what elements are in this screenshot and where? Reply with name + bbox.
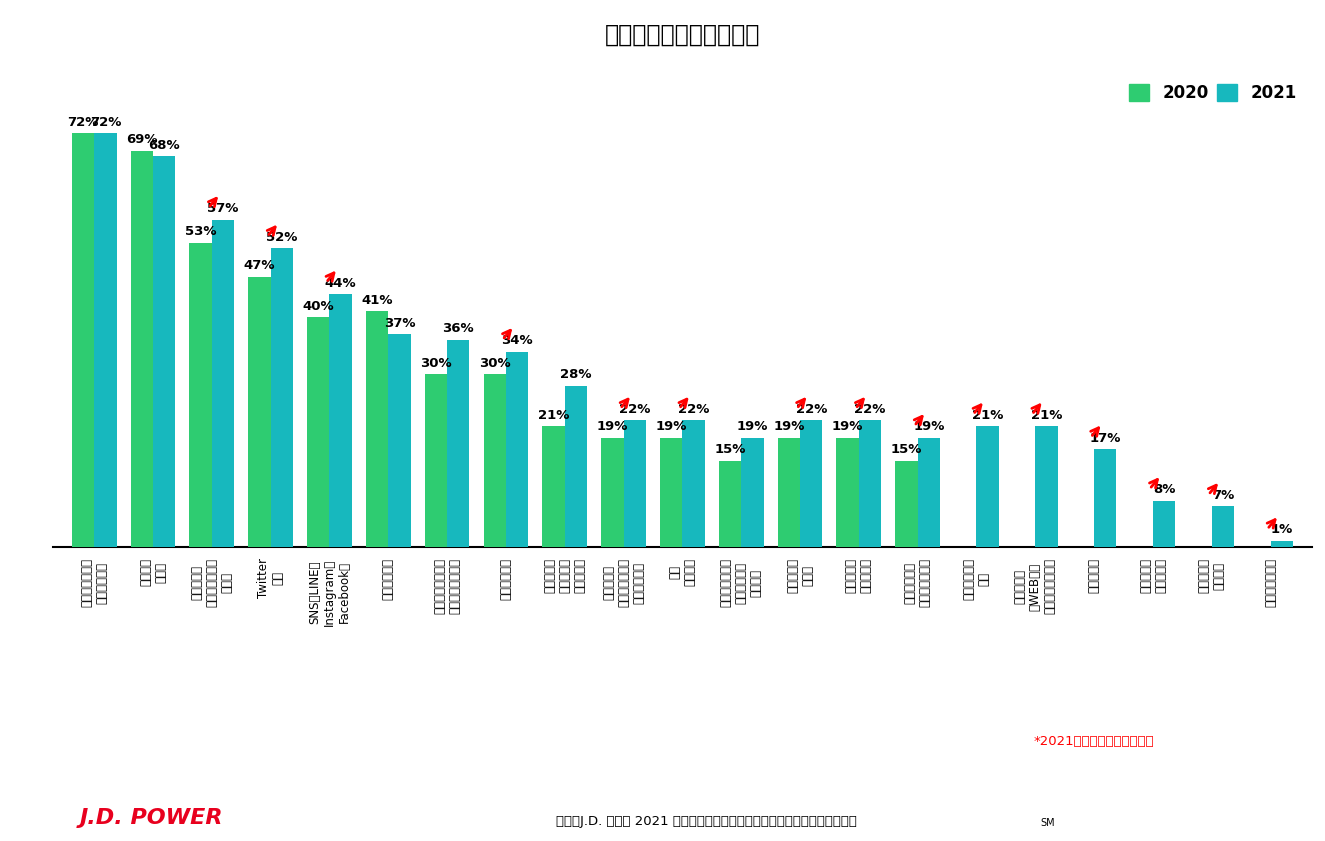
Text: 17%: 17% (1089, 431, 1121, 445)
Bar (212, 220, 235, 547)
Text: 21%: 21% (973, 409, 1003, 421)
Bar (425, 374, 447, 547)
Bar (564, 386, 587, 547)
Text: 34%: 34% (501, 334, 533, 347)
Bar (1153, 500, 1175, 547)
Text: 8%: 8% (1153, 483, 1175, 496)
Text: 57%: 57% (207, 202, 238, 215)
Text: 41%: 41% (362, 294, 392, 307)
Bar (1035, 426, 1057, 547)
Bar (152, 156, 175, 547)
Text: 出典：J.D. パワー 2021 年固定ブロードバンド回線サービス顧客満足度調査: 出典：J.D. パワー 2021 年固定ブロードバンド回線サービス顧客満足度調査 (556, 816, 857, 828)
Bar (330, 294, 352, 547)
Text: 19%: 19% (596, 420, 628, 433)
Text: 37%: 37% (384, 317, 415, 330)
Bar (1212, 506, 1234, 547)
Bar (918, 437, 939, 547)
Bar (624, 420, 645, 547)
Text: *2021年調査からの新規項目: *2021年調査からの新規項目 (1034, 736, 1154, 748)
Bar (602, 437, 624, 547)
Text: 19%: 19% (832, 420, 864, 433)
Text: 30%: 30% (478, 357, 510, 370)
Text: 30%: 30% (420, 357, 452, 370)
Text: 19%: 19% (913, 420, 945, 433)
Text: 28%: 28% (560, 368, 592, 381)
Bar (1271, 541, 1293, 547)
Bar (660, 437, 682, 547)
Bar (1094, 449, 1117, 547)
Bar (131, 151, 152, 547)
Bar (366, 311, 388, 547)
Bar (741, 437, 763, 547)
Bar (447, 340, 469, 547)
Text: 7%: 7% (1212, 489, 1234, 502)
Bar (72, 134, 94, 547)
Bar (484, 374, 506, 547)
Text: 72%: 72% (90, 116, 121, 129)
Text: 69%: 69% (126, 133, 158, 146)
Legend: 2020, 2021: 2020, 2021 (1122, 77, 1304, 108)
Text: 19%: 19% (774, 420, 804, 433)
Text: 19%: 19% (737, 420, 768, 433)
Text: 15%: 15% (714, 443, 746, 456)
Text: 21%: 21% (538, 409, 570, 421)
Text: 52%: 52% (266, 230, 298, 244)
Bar (719, 461, 741, 547)
Bar (836, 437, 859, 547)
Text: 21%: 21% (1031, 409, 1063, 421)
Text: J.D. POWER: J.D. POWER (80, 808, 223, 828)
Text: SM: SM (1040, 818, 1055, 828)
Bar (859, 420, 881, 547)
Bar (977, 426, 999, 547)
Bar (189, 242, 212, 547)
Bar (542, 426, 564, 547)
Text: 19%: 19% (656, 420, 686, 433)
Text: 36%: 36% (443, 322, 474, 336)
Text: 68%: 68% (148, 139, 180, 152)
Bar (307, 317, 330, 547)
Text: 22%: 22% (619, 403, 651, 415)
Text: 44%: 44% (325, 277, 356, 289)
Text: 22%: 22% (678, 403, 709, 415)
Text: 1%: 1% (1271, 523, 1293, 537)
Bar (682, 420, 705, 547)
Bar (248, 277, 270, 547)
Bar (94, 134, 117, 547)
Text: 72%: 72% (68, 116, 98, 129)
Text: 40%: 40% (302, 299, 334, 313)
Text: 47%: 47% (244, 259, 276, 272)
Bar (270, 248, 293, 547)
Bar (778, 437, 800, 547)
Title: インターネット利用目的: インターネット利用目的 (604, 24, 761, 47)
Text: 53%: 53% (186, 225, 216, 238)
Text: 15%: 15% (890, 443, 922, 456)
Text: 22%: 22% (795, 403, 827, 415)
Bar (388, 335, 411, 547)
Bar (896, 461, 918, 547)
Text: 22%: 22% (855, 403, 885, 415)
Bar (800, 420, 823, 547)
Bar (506, 352, 529, 547)
